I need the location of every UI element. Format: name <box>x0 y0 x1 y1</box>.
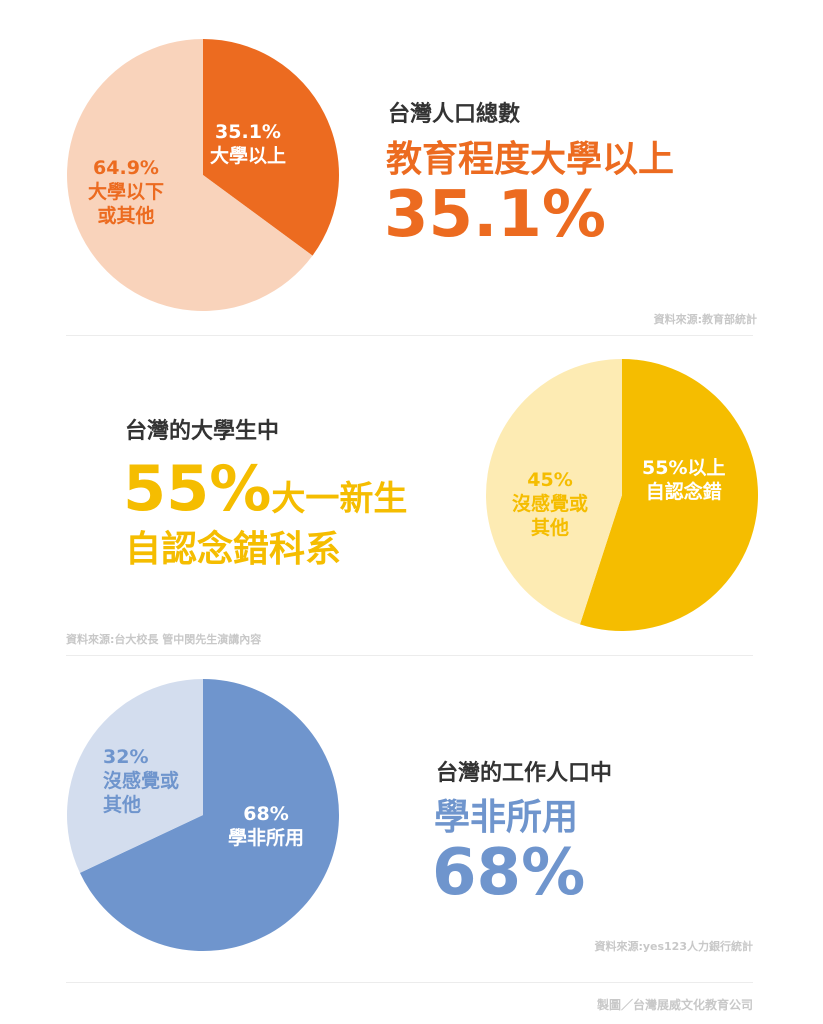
divider <box>66 335 753 336</box>
pie1-slice-label-main: 35.1% 大學以上 <box>210 121 287 167</box>
pie3-slice-label-rest: 32% 沒感覺或 其他 <box>103 746 180 816</box>
section3-big-number: 68% <box>432 836 586 910</box>
pie1-slice-2 <box>67 39 313 311</box>
pie3-slice-label-main: 68% 學非所用 <box>228 803 305 849</box>
section3-subtitle: 台灣的工作人口中 <box>436 761 613 786</box>
section3-source: 資料來源:yes123人力銀行統計 <box>594 940 753 953</box>
pie1-slice-label-rest: 64.9% 大學以下 或其他 <box>88 157 165 227</box>
pie2-slice-label-rest: 45% 沒感覺或 其他 <box>512 469 589 539</box>
section2-headline-line1: 55%大一新生 <box>123 452 408 525</box>
section2-subtitle: 台灣的大學生中 <box>125 419 280 444</box>
section2-source: 資料來源:台大校長 管中閔先生演講內容 <box>66 633 262 646</box>
pie2-slice-label-main: 55%以上 自認念錯 <box>642 457 726 503</box>
footer-credit: 製圖／台灣展威文化教育公司 <box>596 998 753 1012</box>
section3-headline: 學非所用 <box>434 797 579 838</box>
divider <box>66 655 753 656</box>
divider <box>66 982 753 983</box>
pie2-slice-1 <box>579 359 758 631</box>
section1-source: 資料來源:教育部統計 <box>653 313 757 326</box>
section1-big-number: 35.1% <box>384 178 607 252</box>
section1-subtitle: 台灣人口總數 <box>388 102 521 127</box>
pie2-slice-2 <box>485 359 622 625</box>
section2-headline-line2: 自認念錯科系 <box>125 529 342 570</box>
pie3-slice-1 <box>79 679 339 952</box>
section1-headline: 教育程度大學以上 <box>386 139 675 180</box>
pie1-slice-1 <box>203 39 340 256</box>
pie3-slice-2 <box>66 679 204 873</box>
